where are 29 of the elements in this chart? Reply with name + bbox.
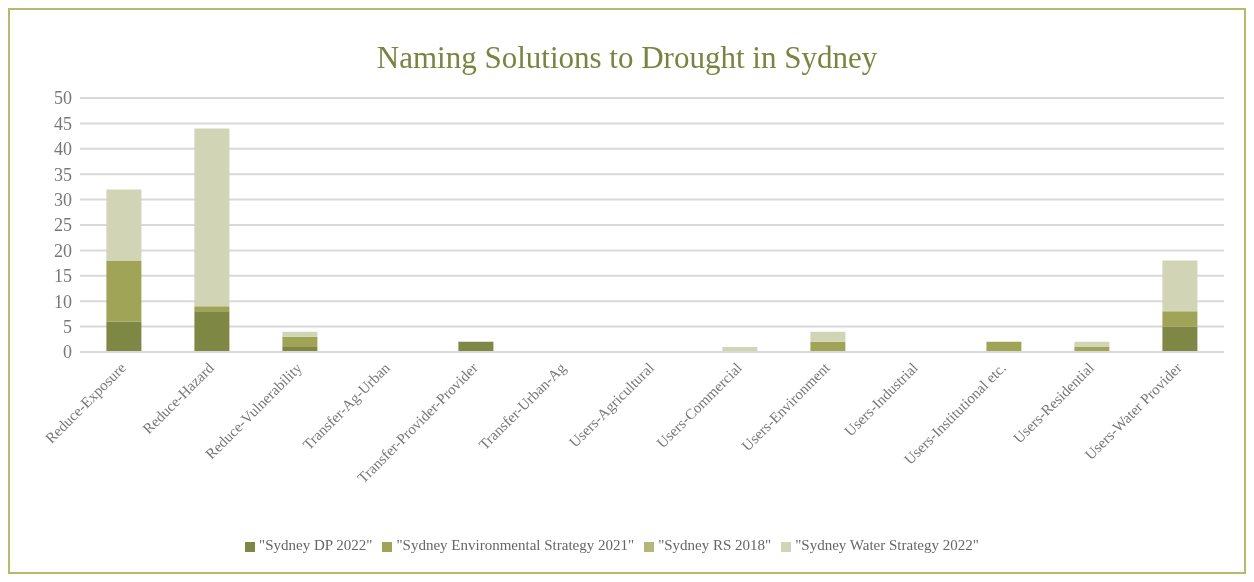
bar bbox=[194, 128, 230, 307]
y-tick-label: 15 bbox=[54, 266, 72, 287]
y-tick-label: 50 bbox=[54, 88, 72, 109]
legend-label: "Sydney Environmental Strategy 2021" bbox=[396, 537, 635, 553]
y-tick-label: 35 bbox=[54, 164, 72, 185]
bar bbox=[106, 260, 142, 322]
bar bbox=[282, 336, 318, 347]
bar bbox=[282, 331, 318, 337]
bar bbox=[810, 331, 846, 342]
y-tick-label: 10 bbox=[54, 291, 72, 312]
bar bbox=[1162, 311, 1198, 327]
chart-title: Naming Solutions to Drought in Sydney bbox=[375, 40, 879, 77]
bar bbox=[106, 321, 142, 352]
y-tick-label: 40 bbox=[54, 139, 72, 160]
bar bbox=[1162, 260, 1198, 312]
bar bbox=[106, 189, 142, 261]
y-tick-label: 20 bbox=[54, 240, 72, 261]
bar bbox=[1162, 326, 1198, 352]
legend-label: "Sydney Water Strategy 2022" bbox=[795, 537, 979, 553]
y-tick-label: 5 bbox=[63, 316, 72, 337]
legend-label: "Sydney RS 2018" bbox=[658, 537, 772, 553]
bar bbox=[194, 311, 230, 352]
bar bbox=[194, 306, 230, 312]
y-tick-label: 30 bbox=[54, 189, 72, 210]
y-tick-label: 45 bbox=[54, 113, 72, 134]
legend-label: "Sydney DP 2022" bbox=[259, 537, 373, 553]
y-tick-label: 25 bbox=[54, 215, 72, 236]
bar bbox=[1074, 341, 1110, 347]
y-tick-label: 0 bbox=[63, 342, 72, 363]
